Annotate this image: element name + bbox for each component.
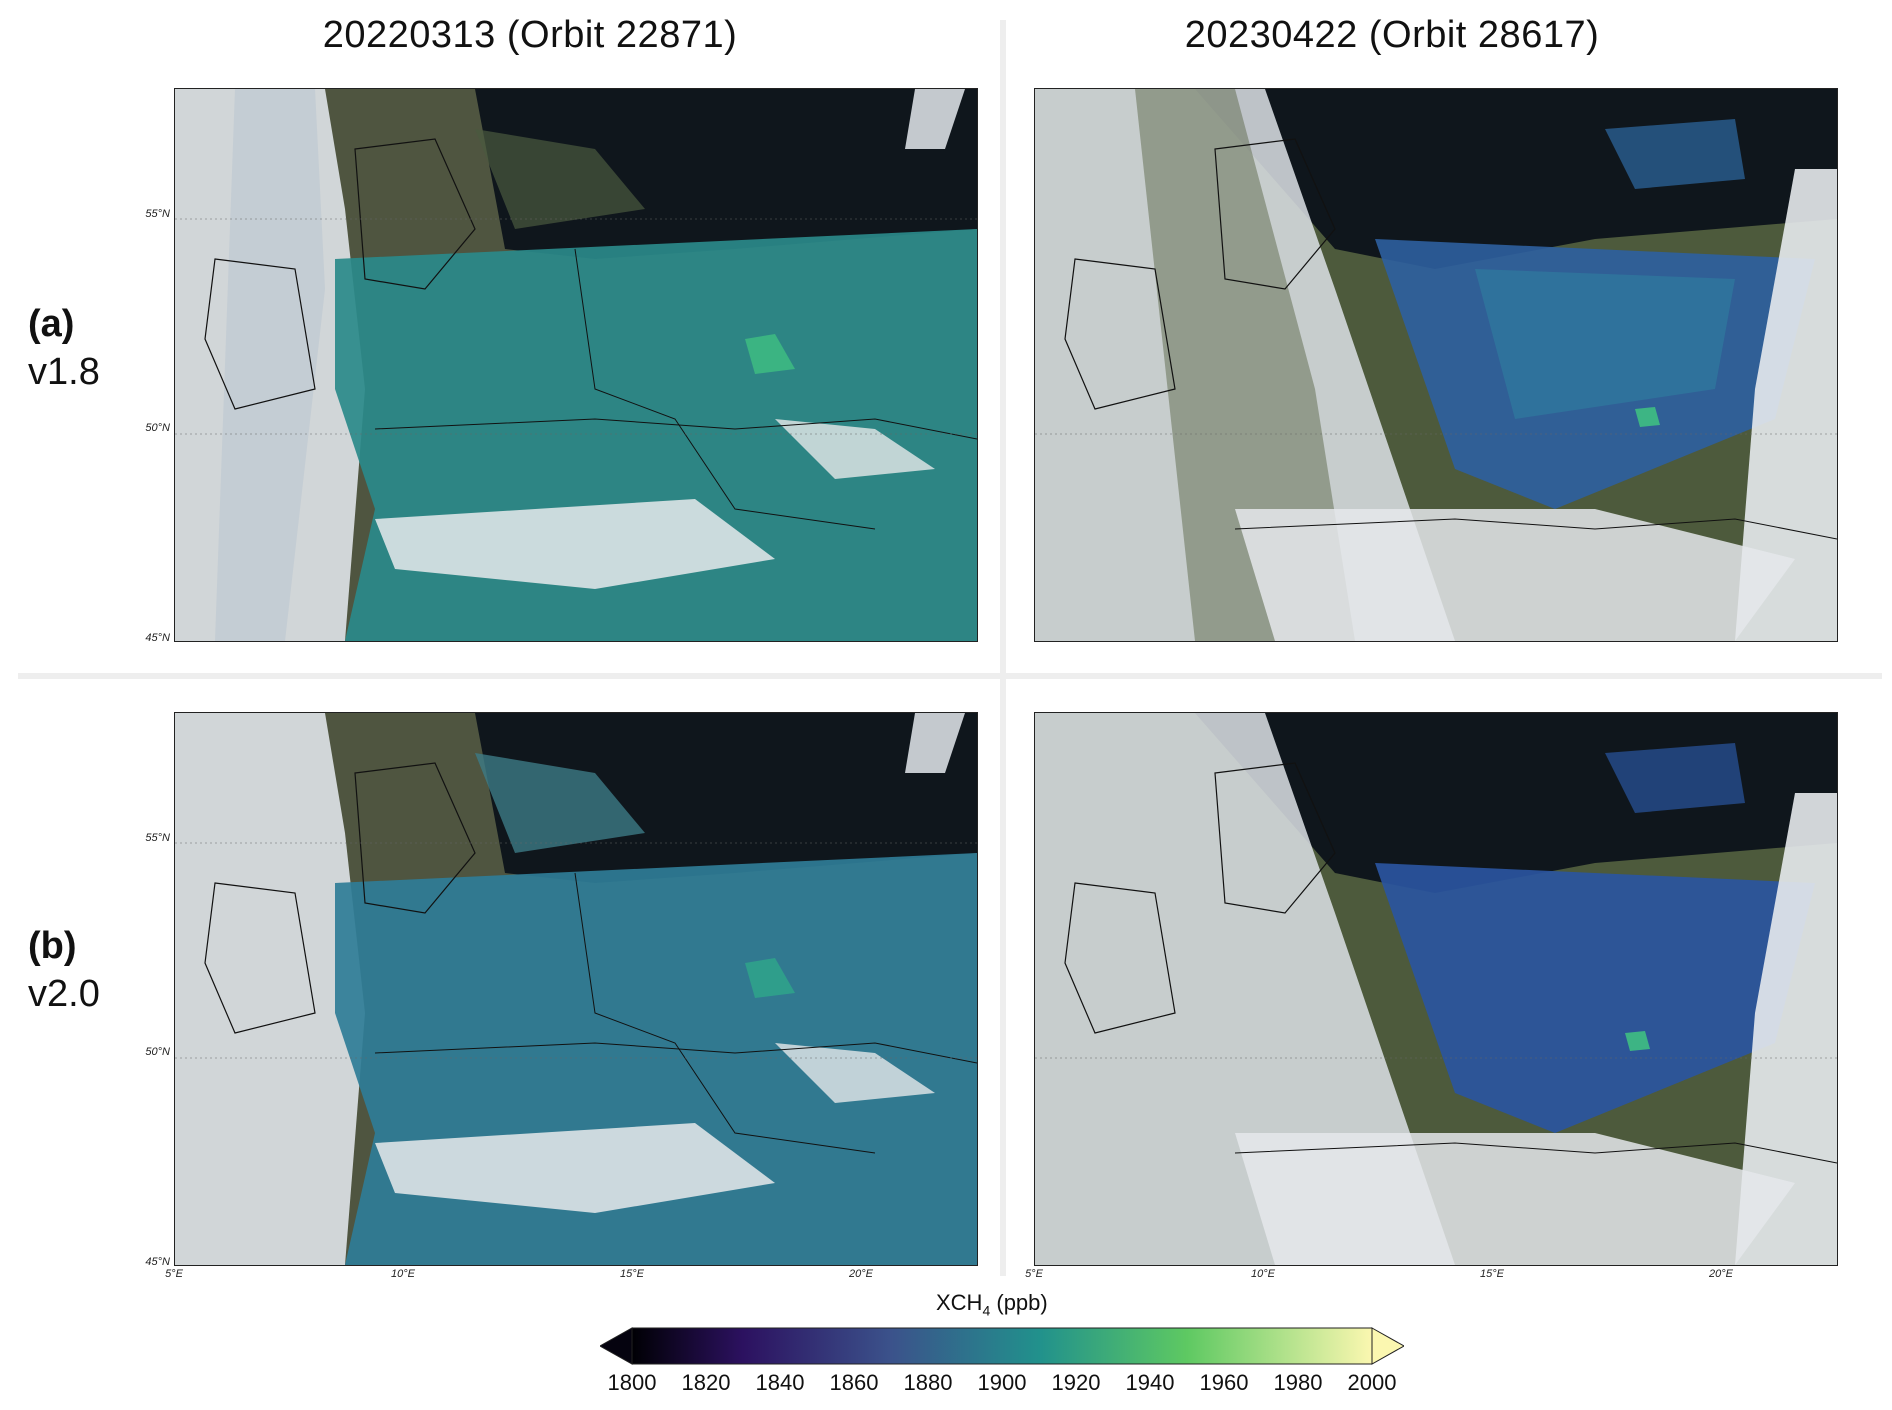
lon-tick-5-right: 5°E bbox=[1025, 1268, 1043, 1280]
row-label-a: (a) v1.8 bbox=[28, 300, 100, 396]
lon-tick-15-right: 15°E bbox=[1480, 1268, 1504, 1280]
colorbar-title-sub: 4 bbox=[982, 1302, 991, 1319]
colorbar-title: XCH4 (ppb) bbox=[936, 1290, 1048, 1318]
satellite-map-a-right bbox=[1035, 89, 1837, 641]
row-tag-b: (b) bbox=[28, 925, 77, 967]
colorbar-title-main: XCH bbox=[936, 1290, 983, 1315]
colorbar-tick-label: 1940 bbox=[1125, 1370, 1175, 1395]
colorbar-extend-low bbox=[600, 1327, 633, 1365]
colorbar-tick-label: 1880 bbox=[903, 1370, 953, 1395]
row-version-a: v1.8 bbox=[28, 351, 100, 393]
colorbar-tick-label: 1820 bbox=[681, 1370, 731, 1395]
lat-tick-55-a: 55°N bbox=[145, 208, 170, 220]
lon-tick-5-left: 5°E bbox=[165, 1268, 183, 1280]
map-panel-a-right bbox=[1034, 88, 1838, 642]
colorbar-tick-label: 1800 bbox=[607, 1370, 657, 1395]
colorbar-tick-label: 1900 bbox=[977, 1370, 1027, 1395]
colorbar-tick-label: 1840 bbox=[755, 1370, 805, 1395]
colorbar-body bbox=[631, 1327, 1373, 1365]
satellite-map-b-left bbox=[175, 713, 977, 1265]
colorbar-tick-label: 2000 bbox=[1347, 1370, 1397, 1395]
lon-tick-20-left: 20°E bbox=[849, 1268, 873, 1280]
lat-tick-50-a: 50°N bbox=[145, 422, 170, 434]
row-tag-a: (a) bbox=[28, 303, 75, 345]
satellite-map-b-right bbox=[1035, 713, 1837, 1265]
map-panel-a-left bbox=[174, 88, 978, 642]
colorbar-tick-label: 1980 bbox=[1273, 1370, 1323, 1395]
lon-tick-10-left: 10°E bbox=[391, 1268, 415, 1280]
lat-tick-50-b: 50°N bbox=[145, 1046, 170, 1058]
colorbar bbox=[600, 1327, 1404, 1365]
colorbar-extend-high bbox=[1371, 1327, 1404, 1365]
lat-tick-45-a: 45°N bbox=[145, 632, 170, 644]
lon-tick-20-right: 20°E bbox=[1709, 1268, 1733, 1280]
column-divider bbox=[1000, 20, 1006, 1276]
lat-tick-45-b: 45°N bbox=[145, 1256, 170, 1268]
row-version-b: v2.0 bbox=[28, 973, 100, 1015]
row-label-b: (b) v2.0 bbox=[28, 922, 100, 1018]
lon-tick-15-left: 15°E bbox=[620, 1268, 644, 1280]
colorbar-tick-label: 1960 bbox=[1199, 1370, 1249, 1395]
row-divider bbox=[18, 673, 1882, 679]
colorbar-title-unit: (ppb) bbox=[990, 1290, 1048, 1315]
colorbar-tick-label: 1860 bbox=[829, 1370, 879, 1395]
column-title-right: 20230422 (Orbit 28617) bbox=[1184, 14, 1600, 56]
map-panel-b-right bbox=[1034, 712, 1838, 1266]
column-title-left: 20220313 (Orbit 22871) bbox=[322, 14, 738, 56]
lat-tick-55-b: 55°N bbox=[145, 832, 170, 844]
satellite-map-a-left bbox=[175, 89, 977, 641]
colorbar-tick-label: 1920 bbox=[1051, 1370, 1101, 1395]
map-panel-b-left bbox=[174, 712, 978, 1266]
lon-tick-10-right: 10°E bbox=[1251, 1268, 1275, 1280]
